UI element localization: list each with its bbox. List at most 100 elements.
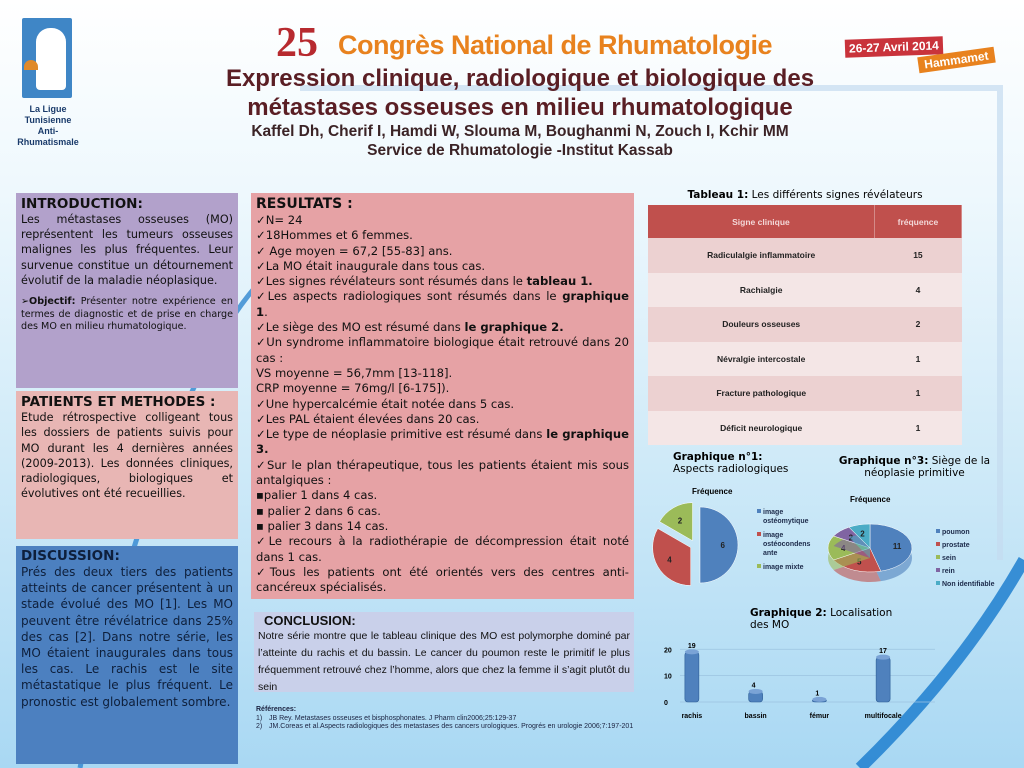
result-line: ✓Un syndrome inflammatoire biologique ét… <box>256 335 629 365</box>
title-line-2: métastases osseuses en milieu rhumatolog… <box>247 94 793 121</box>
legend-label: Non identifiable <box>942 581 995 588</box>
pie-slice <box>659 502 693 542</box>
result-line: ▪palier 1 dans 4 cas. <box>256 488 378 503</box>
text: ✓Le siège des MO est résumé dans <box>256 320 465 335</box>
result-line: ✓Sur le plan thérapeutique, tous les pat… <box>256 457 629 488</box>
table-row: Névralgie intercostale 1 <box>648 341 962 376</box>
chart1-pie: Fréquence 6 4 2 image ostéomytique image ostéoc… <box>652 487 811 586</box>
authors: Kaffel Dh, Cherif I, Hamdi W, Slouma M, … <box>251 123 789 140</box>
references: Références: 1) JB Rey. Metastases osseuse… <box>256 706 646 732</box>
caption-label: Graphique 2: <box>750 607 827 619</box>
text: ✓Le type de néoplasie primitive est résu… <box>256 427 547 442</box>
cell: Radiculalgie inflammatoire <box>648 238 875 273</box>
chart3-caption: Graphique n°3: Siège de la néoplasie pri… <box>832 455 997 479</box>
result-line: ✓18Hommes et 6 femmes. <box>256 228 413 243</box>
data-label: 4 <box>667 555 672 564</box>
poster-title: Expression clinique, radiologique et bio… <box>100 64 940 122</box>
result-line: ✓Le siège des MO est résumé dans le grap… <box>256 320 629 335</box>
legend-label: image <box>763 509 783 516</box>
chart-ref: graphique 1 <box>256 289 629 319</box>
y-tick-label: 0 <box>664 700 668 707</box>
legend-swatch <box>936 529 940 533</box>
pie-slice <box>652 528 691 586</box>
caption-text: Les différents signes révélateurs <box>748 189 923 201</box>
cell: 1 <box>874 410 962 445</box>
chart1-caption: Graphique n°1: Aspects radiologiques <box>673 451 788 475</box>
congress-number: 25 <box>276 20 318 66</box>
discussion-heading: DISCUSSION: <box>21 548 120 564</box>
chart2-bar: 0 10 20 19 rachis 4 bassin 1 fémur 17 multifocale <box>664 643 935 720</box>
table-row: Rachialgie 4 <box>648 272 962 307</box>
result-line: ▪ palier 3 dans 14 cas. <box>256 518 389 533</box>
pie-slice <box>699 506 739 584</box>
result-line: ✓Les aspects radiologiques sont résumés … <box>256 289 629 320</box>
discussion-section: DISCUSSION: Prés des deux tiers des pati… <box>16 546 238 764</box>
y-tick-label: 20 <box>664 647 672 654</box>
logo-text-2: Anti-Rhumatismale <box>17 126 79 147</box>
logo-text-1: La Ligue Tunisienne <box>24 104 72 125</box>
legend-label: image mixte <box>763 564 804 571</box>
chart3-pie: Fréquence115422poumonprostateseinreinNon… <box>827 495 995 588</box>
text: ✓Les aspects radiologiques sont résumés … <box>256 289 563 304</box>
cell: Rachialgie <box>648 272 875 307</box>
bar-top <box>812 696 827 702</box>
text: ✓Les signes révélateurs sont résumés dan… <box>256 274 527 289</box>
chart2-caption: Graphique 2: Localisation des MO <box>750 607 900 631</box>
column-header: fréquence <box>874 205 963 238</box>
affiliation: Service de Rhumatologie -Institut Kassab <box>367 142 673 159</box>
legend-swatch <box>757 532 761 536</box>
references-heading: Références: <box>256 706 297 713</box>
data-label: 1 <box>815 690 819 697</box>
legend-swatch <box>936 568 940 572</box>
table1-caption: Tableau 1: Les différents signes révélat… <box>648 189 962 201</box>
data-label: 5 <box>857 558 862 567</box>
data-label: 2 <box>860 530 865 539</box>
legend-label: sein <box>942 555 956 562</box>
bar-top <box>876 654 891 660</box>
table-row: Déficit neurologique 1 <box>648 410 962 445</box>
conclusion-text: Notre série montre que le tableau cliniq… <box>258 630 630 693</box>
result-line: ✓Le recours à la radiothérapie de décomp… <box>256 534 629 564</box>
bar <box>875 656 891 703</box>
caption-label: Tableau 1: <box>687 189 749 201</box>
caption-text: Localisation des MO <box>750 607 893 631</box>
table1: Signe clinique fréquence Radiculalgie inf… <box>648 205 963 445</box>
pie-slice <box>848 523 871 549</box>
legend-label: ante <box>763 550 778 557</box>
legend-label: rein <box>942 568 955 575</box>
conclusion-heading: CONCLUSION: <box>264 613 356 628</box>
result-line: ✓Tous les patients ont été orientés vers… <box>256 564 629 595</box>
legend-swatch <box>757 509 761 513</box>
cell: 2 <box>874 307 962 342</box>
result-line: ✓N= 24 <box>256 213 303 227</box>
reference-item: 2) JM.Coreas et al.Aspects radiologiques … <box>256 723 646 732</box>
data-label: 2 <box>678 516 683 525</box>
bar <box>684 651 700 703</box>
caption-text: Siège de la néoplasie primitive <box>864 455 991 479</box>
results-section: RESULTATS : ✓N= 24 ✓18Hommes et 6 femmes… <box>251 193 634 599</box>
y-tick-label: 10 <box>664 674 672 681</box>
authors-block: Kaffel Dh, Cherif I, Hamdi W, Slouma M, … <box>100 122 940 160</box>
column-header: Signe clinique <box>648 205 875 238</box>
legend-swatch <box>936 555 940 559</box>
data-label: 19 <box>688 643 696 650</box>
bar-top <box>748 688 763 694</box>
caption-label: Graphique n°1: <box>673 451 763 463</box>
chart-ref: le graphique 2. <box>464 320 564 335</box>
title-line-1: Expression clinique, radiologique et bio… <box>225 65 815 92</box>
cell: 15 <box>874 238 962 273</box>
reference-number: 2) <box>256 723 263 731</box>
data-label: 11 <box>893 542 902 551</box>
reference-number: 1) <box>256 714 263 722</box>
objective-text: Présenter notre expérience en termes de … <box>21 296 233 333</box>
result-line: ▪ palier 2 dans 6 cas. <box>256 503 381 518</box>
pie-slice <box>869 523 913 572</box>
table-row: Radiculalgie inflammatoire 15 <box>648 238 962 273</box>
legend-swatch <box>936 542 940 546</box>
cell: Douleurs osseuses <box>648 307 875 342</box>
cell: Névralgie intercostale <box>648 341 875 376</box>
x-tick-label: multifocale <box>865 713 902 720</box>
legend-label: ostéomytique <box>763 518 809 525</box>
result-line: ✓Le type de néoplasie primitive est résu… <box>256 427 629 458</box>
legend-label: prostate <box>942 542 970 549</box>
